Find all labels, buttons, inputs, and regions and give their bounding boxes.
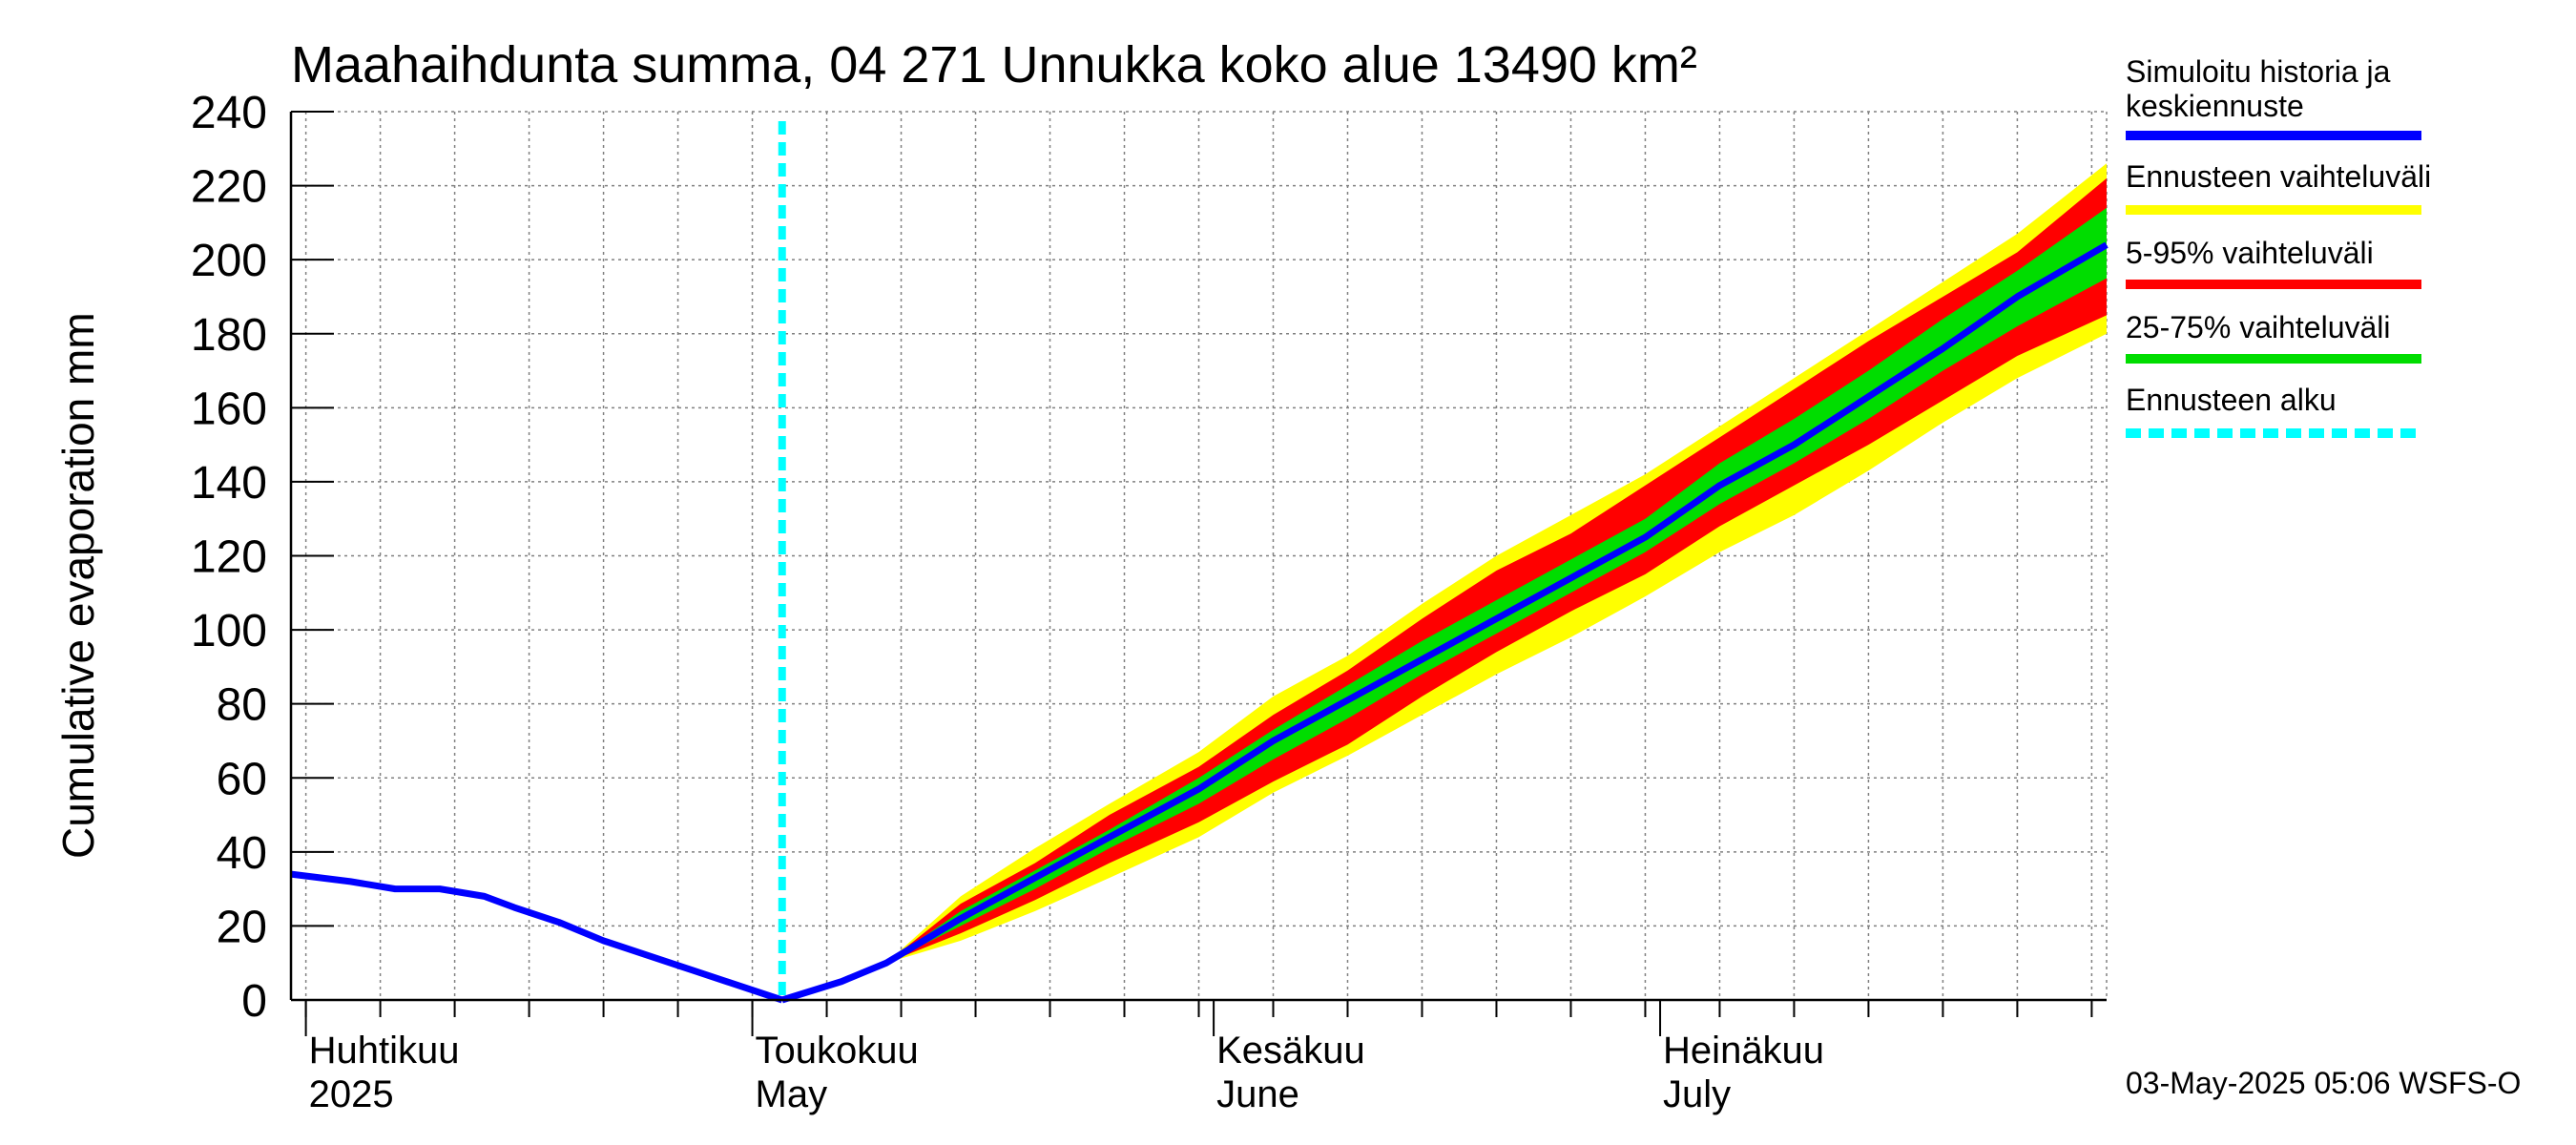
- history-line: [290, 870, 783, 1004]
- x-month-label: Kesäkuu: [1216, 1030, 1365, 1072]
- legend-label: Ennusteen vaihteluväli: [2126, 159, 2431, 194]
- y-tick-label: 100: [191, 606, 267, 656]
- x-month-label: Toukokuu: [756, 1030, 919, 1072]
- y-tick-label: 80: [217, 680, 267, 731]
- series-lines: [290, 121, 2109, 1004]
- axes: 0 20 40 60 80 100 120 140 160 180 200 220 240 Huhtiku…: [191, 88, 2107, 1115]
- x-month-sublabel: 2025: [309, 1073, 394, 1115]
- band-5-95-vaihteluv-li: [885, 177, 2107, 964]
- forecast-mean-line: [780, 241, 2109, 1004]
- y-tick-label: 160: [191, 384, 267, 434]
- band-25-75-vaihteluv-li: [885, 207, 2107, 964]
- y-tick-label: 140: [191, 458, 267, 509]
- legend-label: 25-75% vaihteluväli: [2126, 310, 2391, 344]
- y-tick-label: 20: [217, 902, 267, 952]
- y-tick-label: 240: [191, 88, 267, 138]
- x-month-label: Huhtikuu: [309, 1030, 460, 1072]
- y-tick-label: 200: [191, 236, 267, 286]
- y-axis-label: Cumulative evaporation mm: [53, 312, 103, 859]
- y-tick-label: 0: [241, 976, 267, 1027]
- y-tick-label: 180: [191, 310, 267, 361]
- x-month-label: Heinäkuu: [1663, 1030, 1824, 1072]
- legend-label: 5-95% vaihteluväli: [2126, 236, 2374, 270]
- band-ennusteen-vaihteluv-li: [885, 163, 2107, 964]
- footer-timestamp: 03-May-2025 05:06 WSFS-O: [2126, 1066, 2521, 1100]
- x-month-sublabel: June: [1216, 1073, 1299, 1115]
- y-tick-label: 220: [191, 162, 267, 213]
- legend: Simuloitu historia ja keskiennuste Ennuste…: [2126, 54, 2431, 438]
- y-tick-label: 120: [191, 532, 267, 583]
- grid: [291, 111, 2108, 1001]
- legend-label: Ennusteen alku: [2126, 383, 2337, 417]
- legend-label: Simuloitu historia ja keskiennuste: [2126, 54, 2391, 123]
- y-tick-label: 40: [217, 828, 267, 879]
- x-month-sublabel: July: [1663, 1073, 1731, 1115]
- forecast-bands: [885, 163, 2107, 964]
- x-month-sublabel: May: [756, 1073, 828, 1115]
- y-tick-label: 60: [217, 754, 267, 804]
- chart-title: Maahaihdunta summa, 04 271 Unnukka koko …: [291, 36, 1697, 94]
